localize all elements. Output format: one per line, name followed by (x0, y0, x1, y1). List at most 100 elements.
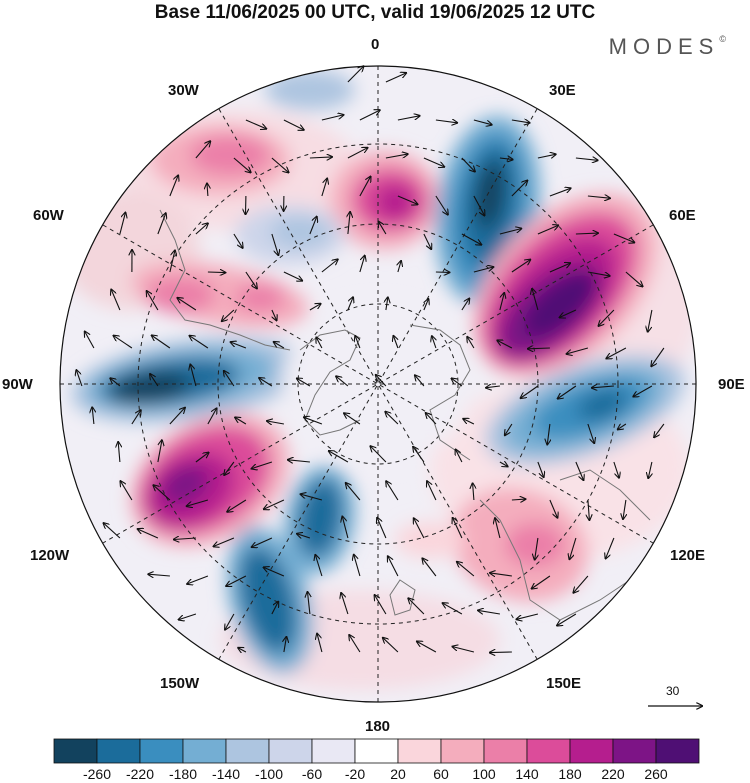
lon-label-0: 0 (371, 36, 380, 53)
wind-vector (575, 461, 584, 480)
wind-vector (452, 379, 463, 387)
wind-vector (344, 413, 361, 425)
colorbar-labels: -260 -220 -180 -140 -100 -60 -20 20 60 100 140 180 2… (0, 766, 750, 783)
wind-vector (495, 518, 501, 539)
wind-vector (386, 481, 399, 501)
colorbar-tick-label: 20 (390, 766, 406, 782)
wind-vector (461, 157, 475, 172)
wind-vector (461, 233, 481, 245)
wind-vector (385, 412, 399, 425)
wind-vector (238, 648, 247, 652)
colorbar-swatch (182, 738, 227, 764)
colorbar-tick-label: 140 (515, 766, 539, 782)
wind-vector (592, 386, 614, 388)
wind-vector (301, 494, 323, 501)
lon-label-120e: 120E (670, 547, 706, 564)
wind-vector (284, 637, 287, 653)
wind-vector (359, 110, 380, 121)
wind-vector (648, 461, 652, 478)
wind-vector (114, 336, 133, 349)
wind-vector (321, 179, 327, 197)
wind-vector (359, 177, 371, 197)
lon-label-90w: 90W (2, 376, 33, 393)
wind-vector (473, 484, 474, 501)
colorbar-swatch (483, 738, 528, 764)
wind-vector (308, 592, 310, 615)
wind-vector (587, 196, 610, 198)
wind-vector (417, 642, 437, 653)
wind-vector (264, 499, 285, 509)
wind-vector (567, 347, 589, 354)
colorbar-tick-label: -220 (125, 766, 155, 782)
wind-vector (195, 453, 209, 463)
colorbar-tick-label: 260 (644, 766, 668, 782)
wind-vector (499, 293, 504, 311)
wind-vector (463, 419, 475, 425)
wind-vector (499, 158, 513, 160)
wind-vector (259, 378, 273, 387)
wind-vector (478, 610, 500, 614)
wind-vector (76, 370, 83, 387)
lon-label-30w: 30W (168, 82, 199, 99)
colorbar-swatch (440, 738, 485, 764)
wind-vector (169, 251, 175, 273)
wind-vector (271, 233, 278, 255)
wind-vector (435, 120, 457, 123)
wind-vector (377, 518, 387, 539)
lon-label-120w: 120W (30, 547, 70, 564)
wind-vector (297, 534, 311, 538)
wind-vector (347, 148, 368, 159)
wind-vector (575, 233, 598, 234)
wind-vector (560, 309, 577, 317)
wind-vector (453, 647, 475, 653)
wind-vector (195, 223, 208, 235)
wind-vector (499, 462, 508, 466)
wind-vector (574, 575, 589, 593)
wind-vector (272, 309, 277, 320)
wind-vectors (76, 66, 665, 653)
wind-vector (371, 446, 387, 463)
wind-vector (321, 260, 338, 273)
wind-vector (535, 537, 538, 560)
wind-vector (415, 375, 425, 387)
wind-vector (532, 289, 539, 311)
wind-vector (274, 342, 285, 349)
wind-vector (317, 634, 323, 653)
wind-vector (490, 652, 512, 653)
wind-vector (587, 423, 594, 443)
wind-vector (549, 499, 558, 518)
wind-vector (618, 424, 627, 429)
wind-vector (537, 154, 556, 158)
wind-vector (398, 261, 401, 273)
wind-vector (118, 442, 120, 463)
wind-vector (385, 154, 408, 159)
wind-vector (264, 567, 285, 577)
wind-vector (336, 376, 349, 387)
wind-vector (329, 451, 349, 463)
wind-vector (461, 299, 469, 311)
wind-vector (110, 378, 121, 387)
wind-vector (532, 575, 551, 589)
wind-vector (227, 499, 247, 512)
wind-vector (342, 517, 349, 539)
wind-vector (233, 157, 251, 172)
colorbar-swatch (612, 738, 657, 764)
map-title: Base 11/06/2025 00 UTC, valid 19/06/2025… (154, 2, 596, 23)
wind-vector (423, 157, 444, 167)
wind-vector (379, 222, 387, 235)
wind-vector (414, 518, 425, 539)
wind-vector (549, 263, 570, 273)
wind-vector (517, 613, 539, 619)
lon-label-60w: 60W (33, 207, 64, 224)
wind-vector (341, 593, 349, 615)
wind-vector (195, 141, 210, 159)
wind-vector (252, 537, 273, 547)
wind-vector (225, 613, 235, 630)
wind-vector (486, 386, 500, 388)
wind-vector (613, 233, 634, 242)
colorbar-swatch (311, 738, 356, 764)
wind-vector (283, 119, 304, 130)
wind-vector (607, 347, 627, 358)
wind-vector (426, 413, 437, 425)
wind-vector (511, 120, 530, 123)
